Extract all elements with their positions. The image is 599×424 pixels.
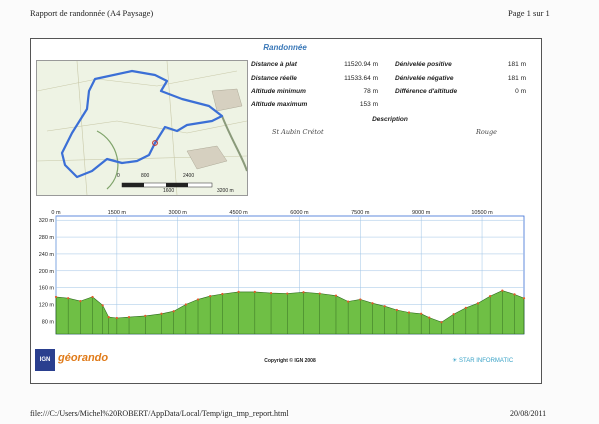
elevation-point (476, 302, 480, 305)
map-scale-label: 1600 (163, 188, 175, 194)
star-informatic-logo: ☀ STAR INFORMATIC (452, 358, 514, 364)
elevation-point (513, 293, 516, 296)
elevation-point (452, 313, 455, 316)
y-tick-label: 200 m (39, 269, 55, 275)
x-tick-label: 3000 m (169, 210, 188, 216)
elevation-point (464, 306, 467, 309)
map-scale-label: 2400 (183, 173, 195, 179)
elevation-point (383, 305, 386, 308)
elevation-point (107, 316, 110, 319)
stat-value: 11533.64 m (344, 75, 378, 82)
handwritten-note: Rouge (476, 128, 498, 136)
route-map-drawing (37, 61, 247, 195)
stat-value: 181 m (507, 75, 526, 82)
stat-label: Altitude maximum (251, 101, 308, 108)
elevation-point (269, 292, 273, 295)
stat-label: Dénivelée positive (395, 61, 452, 68)
elevation-point (253, 290, 256, 293)
elevation-point (144, 314, 147, 317)
x-tick-label: 4500 m (229, 210, 248, 216)
elevation-point (420, 312, 423, 315)
elevation-point (501, 289, 504, 292)
y-tick-label: 280 m (39, 235, 55, 241)
elevation-point (172, 310, 175, 313)
handwritten-description: St Aubin Crétot (272, 128, 324, 136)
x-tick-label: 1500 m (108, 210, 127, 216)
y-tick-label: 160 m (39, 286, 55, 292)
elevation-point (286, 292, 289, 295)
elevation-point (196, 298, 200, 301)
elevation-point (302, 291, 305, 294)
elevation-point (54, 295, 58, 299)
elevation-point (428, 316, 431, 319)
footer-date: 20/08/2011 (510, 409, 547, 418)
x-tick-label: 7500 m (351, 210, 370, 216)
elevation-point (395, 308, 398, 312)
ign-logo: IGN (35, 349, 55, 371)
stat-label: Dénivelée négative (395, 75, 454, 82)
map-scale-label: 3200 m (217, 188, 234, 194)
y-tick-label: 240 m (39, 252, 55, 258)
stat-label: Altitude minimum (251, 88, 306, 95)
elevation-profile-chart: 320 m 280 m 240 m 200 m 160 m 120 m 80 m 0 m 150… (39, 210, 526, 335)
elevation-point (489, 294, 492, 298)
elevation-point (237, 290, 240, 293)
elevation-point (371, 302, 374, 305)
elevation-point (522, 297, 526, 300)
x-tick-label: 0 m (51, 210, 61, 216)
elevation-point (221, 292, 224, 296)
elevation-point (184, 303, 187, 306)
footer-file-path: file:///C:/Users/Michel%20ROBERT/AppData… (30, 409, 289, 418)
elevation-point (79, 300, 82, 303)
stat-value: 11520.94 m (344, 61, 378, 68)
elevation-point (91, 295, 94, 299)
elevation-point (407, 311, 411, 314)
elevation-point (115, 316, 118, 320)
elevation-point (347, 300, 350, 303)
y-tick-label: 80 m (42, 319, 55, 325)
x-tick-label: 10500 m (471, 210, 493, 216)
elevation-point (101, 304, 104, 307)
elevation-point (359, 298, 362, 301)
stat-value: 78 m (363, 88, 378, 95)
map-scale-label: 800 (141, 173, 150, 179)
stat-label: Distance à plat (251, 61, 297, 68)
header-page-number: Page 1 sur 1 (508, 8, 550, 18)
stat-label: Distance réelle (251, 75, 297, 82)
elevation-point (160, 312, 163, 315)
stat-value: 181 m (507, 61, 526, 68)
copyright-text: Copyright © IGN 2008 (264, 358, 316, 364)
elevation-point (318, 292, 321, 295)
stat-value: 153 m (359, 101, 378, 108)
description-title: Description (372, 116, 408, 123)
x-tick-label: 6000 m (290, 210, 309, 216)
route-map: 0 800 1600 2400 3200 m (36, 60, 248, 196)
elevation-point (127, 316, 131, 319)
elevation-point (334, 294, 338, 297)
stat-value: 0 m (515, 88, 526, 95)
elevation-point (209, 294, 212, 298)
elevation-point (67, 297, 70, 300)
x-tick-label: 9000 m (412, 210, 431, 216)
report-title: Randonnée (263, 43, 307, 52)
stat-label: Différence d'altitude (395, 88, 458, 95)
georando-logo: géorando (58, 352, 109, 364)
header-title: Rapport de randonnée (A4 Paysage) (30, 8, 154, 18)
elevation-point (440, 321, 443, 324)
map-scale-label: 0 (117, 173, 120, 179)
y-tick-label: 320 m (39, 218, 55, 224)
y-tick-label: 120 m (39, 303, 55, 309)
